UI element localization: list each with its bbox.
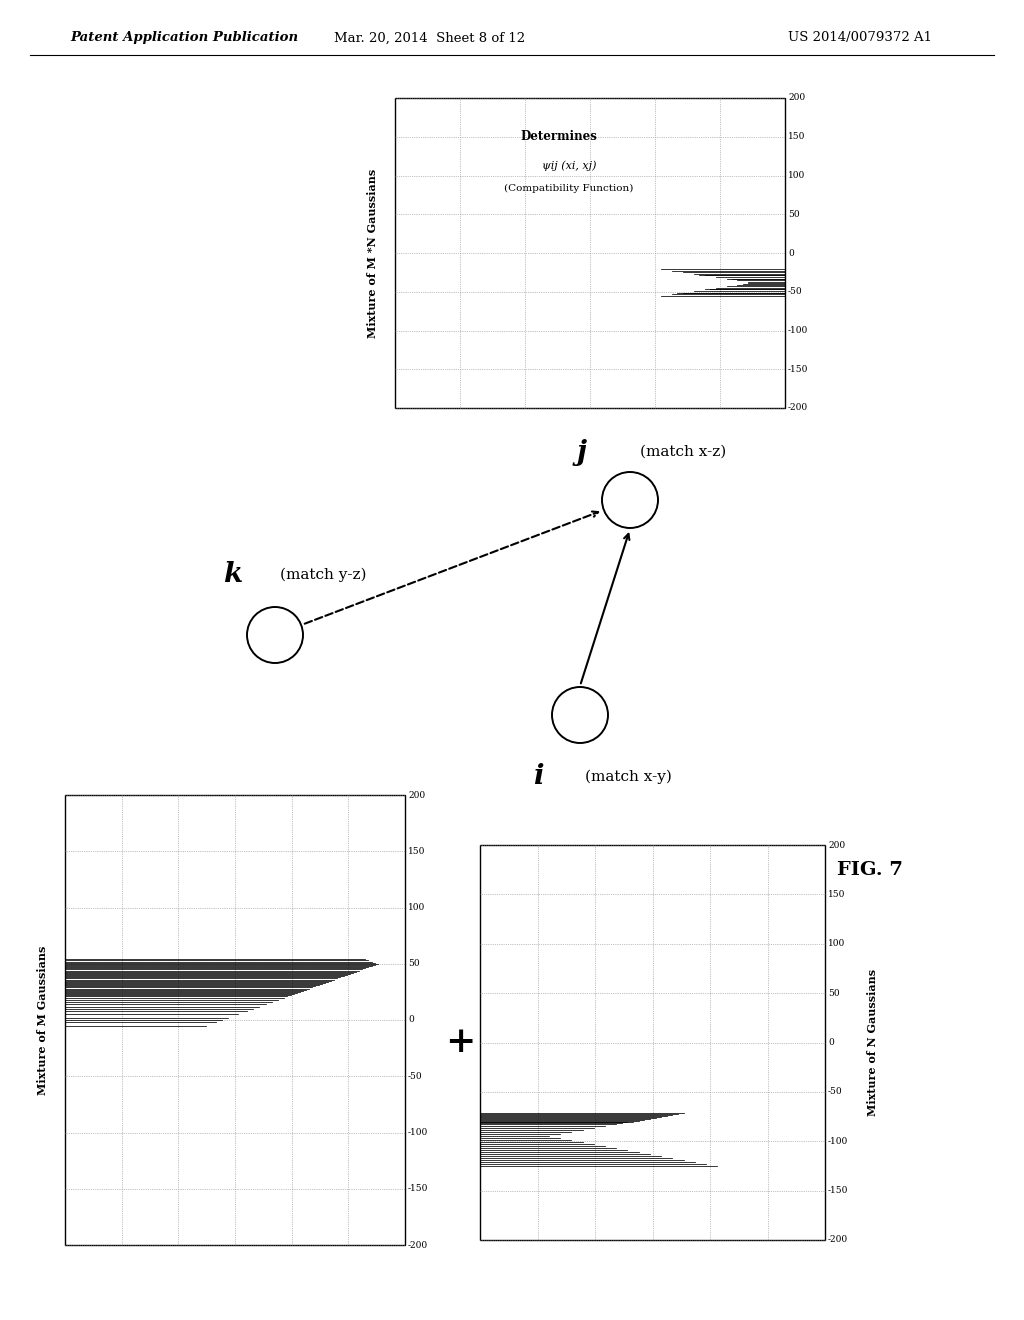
Text: 150: 150 <box>408 846 425 855</box>
Text: Mixture of N Gaussians: Mixture of N Gaussians <box>867 969 879 1117</box>
Bar <box>395 98 785 408</box>
Text: k: k <box>223 561 243 589</box>
Text: Mixture of M Gaussians: Mixture of M Gaussians <box>38 945 48 1094</box>
Text: 0: 0 <box>788 248 794 257</box>
Text: 50: 50 <box>788 210 800 219</box>
Text: j: j <box>577 438 587 466</box>
Text: 0: 0 <box>828 1038 834 1047</box>
Text: (match x-z): (match x-z) <box>640 445 726 459</box>
Text: Patent Application Publication: Patent Application Publication <box>70 32 298 45</box>
Text: 0: 0 <box>408 1015 414 1024</box>
Text: +: + <box>444 1026 475 1060</box>
Text: -50: -50 <box>828 1088 843 1097</box>
Text: 150: 150 <box>828 890 846 899</box>
Text: -100: -100 <box>408 1129 428 1137</box>
Circle shape <box>552 686 608 743</box>
Text: Determines: Determines <box>520 129 597 143</box>
Text: 100: 100 <box>828 940 845 948</box>
Text: -100: -100 <box>788 326 808 335</box>
Circle shape <box>247 607 303 663</box>
Text: (Compatibility Function): (Compatibility Function) <box>504 183 634 193</box>
Text: ψij (xi, xj): ψij (xi, xj) <box>542 161 596 172</box>
Text: -200: -200 <box>828 1236 848 1245</box>
Text: -200: -200 <box>408 1241 428 1250</box>
Text: 50: 50 <box>828 989 840 998</box>
Text: 50: 50 <box>408 960 420 969</box>
Text: 200: 200 <box>788 94 805 103</box>
Circle shape <box>602 473 658 528</box>
Bar <box>65 795 406 1245</box>
Text: 200: 200 <box>828 841 845 850</box>
Text: i: i <box>532 763 544 791</box>
Bar <box>480 845 825 1239</box>
Text: -50: -50 <box>788 288 803 296</box>
Text: -150: -150 <box>788 364 808 374</box>
Text: 100: 100 <box>788 172 805 180</box>
Text: -100: -100 <box>828 1137 848 1146</box>
Text: -200: -200 <box>788 404 808 412</box>
Text: -150: -150 <box>408 1184 428 1193</box>
Text: -150: -150 <box>828 1187 848 1195</box>
Text: -50: -50 <box>408 1072 423 1081</box>
Text: (match y-z): (match y-z) <box>280 568 367 582</box>
Text: 150: 150 <box>788 132 805 141</box>
Text: US 2014/0079372 A1: US 2014/0079372 A1 <box>788 32 932 45</box>
Text: (match x-y): (match x-y) <box>585 770 672 784</box>
Text: 100: 100 <box>408 903 425 912</box>
Text: 200: 200 <box>408 791 425 800</box>
Text: Mixture of M *N Gaussians: Mixture of M *N Gaussians <box>368 169 379 338</box>
Text: Mar. 20, 2014  Sheet 8 of 12: Mar. 20, 2014 Sheet 8 of 12 <box>335 32 525 45</box>
Text: FIG. 7: FIG. 7 <box>837 861 903 879</box>
